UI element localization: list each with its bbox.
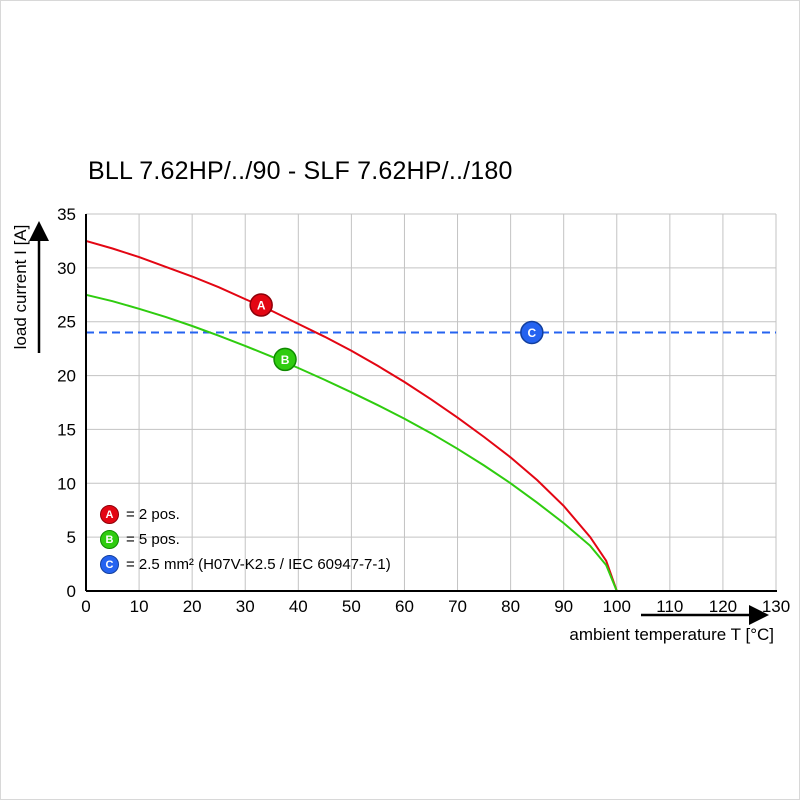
legend-marker-c-icon: C bbox=[100, 555, 119, 574]
x-axis-label: ambient temperature T [°C] bbox=[569, 625, 774, 644]
svg-text:B: B bbox=[281, 353, 290, 367]
y-tick-label: 35 bbox=[57, 205, 76, 224]
y-tick-label: 25 bbox=[57, 313, 76, 332]
x-tick-label: 40 bbox=[289, 597, 308, 616]
legend-marker-a-icon: A bbox=[100, 505, 119, 524]
curve-marker-b: B bbox=[273, 347, 297, 372]
x-tick-label: 100 bbox=[603, 597, 631, 616]
y-axis-label: load current I [A] bbox=[11, 224, 30, 350]
x-tick-label: 60 bbox=[395, 597, 414, 616]
axis-arrows bbox=[29, 221, 769, 625]
y-tick-label: 10 bbox=[57, 474, 76, 493]
svg-text:C: C bbox=[528, 326, 537, 340]
chart-title: BLL 7.62HP/../90 - SLF 7.62HP/../180 bbox=[88, 157, 513, 185]
y-tick-label: 20 bbox=[57, 367, 76, 386]
x-tick-label: 20 bbox=[183, 597, 202, 616]
x-tick-label: 90 bbox=[554, 597, 573, 616]
curve-marker-c: C bbox=[520, 320, 544, 345]
y-tick-label: 0 bbox=[67, 582, 76, 601]
tick-labels: 0 10 20 30 40 50 60 70 80 90 100 110 120 130 0 5 10 15 20 2… bbox=[57, 205, 790, 616]
grid bbox=[86, 213, 777, 591]
x-tick-label: 0 bbox=[81, 597, 90, 616]
y-tick-label: 5 bbox=[67, 528, 76, 547]
svg-text:A: A bbox=[257, 299, 266, 313]
legend-item-b: B = 5 pos. bbox=[100, 527, 391, 552]
legend: A = 2 pos. B = 5 pos. C = 2.5 mm² (H07V-… bbox=[100, 502, 391, 577]
legend-marker-b-icon: B bbox=[100, 530, 119, 549]
series-curve-b bbox=[85, 293, 618, 592]
legend-item-a: A = 2 pos. bbox=[100, 502, 391, 527]
x-tick-label: 50 bbox=[342, 597, 361, 616]
legend-label-c: = 2.5 mm² (H07V-K2.5 / IEC 60947-7-1) bbox=[126, 556, 391, 573]
x-tick-label: 70 bbox=[448, 597, 467, 616]
legend-item-c: C = 2.5 mm² (H07V-K2.5 / IEC 60947-7-1) bbox=[100, 552, 391, 577]
x-tick-label: 10 bbox=[130, 597, 149, 616]
axes bbox=[85, 214, 777, 592]
x-tick-label: 80 bbox=[501, 597, 520, 616]
y-tick-label: 15 bbox=[57, 420, 76, 439]
y-tick-label: 30 bbox=[57, 259, 76, 278]
x-tick-label: 30 bbox=[236, 597, 255, 616]
x-tick-label: 120 bbox=[709, 597, 737, 616]
legend-label-b: = 5 pos. bbox=[126, 531, 180, 548]
curve-marker-a: A bbox=[249, 293, 273, 317]
x-tick-label: 130 bbox=[762, 597, 790, 616]
series-curve-a bbox=[85, 239, 618, 592]
x-tick-label: 110 bbox=[656, 597, 683, 616]
legend-label-a: = 2 pos. bbox=[126, 506, 180, 523]
